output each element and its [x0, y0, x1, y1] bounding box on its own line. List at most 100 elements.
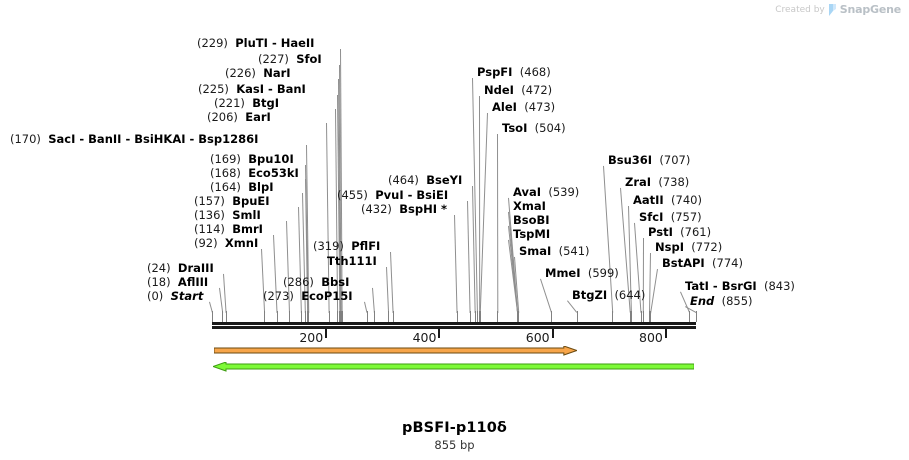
site-position: (644): [614, 288, 646, 302]
enzyme-name: HaeII: [280, 36, 315, 50]
restriction-site-label[interactable]: Tth111I: [327, 255, 377, 267]
cut-site-tick: [612, 311, 613, 322]
cut-site-tick: [551, 311, 552, 322]
restriction-site-label[interactable]: End (855): [690, 295, 753, 307]
restriction-site-label[interactable]: MmeI (599): [545, 267, 619, 279]
site-position: (164): [210, 180, 241, 194]
site-position: (273): [263, 289, 294, 303]
restriction-site-label[interactable]: BtgZI (644): [572, 289, 645, 301]
restriction-site-label[interactable]: XmaI: [513, 200, 546, 212]
enzyme-name: XmnI: [224, 236, 259, 250]
cut-site-tick: [342, 311, 343, 322]
restriction-site-label[interactable]: (24) DraIII: [147, 262, 214, 274]
restriction-site-label[interactable]: BsoBI: [513, 214, 550, 226]
orange-feature-arrow[interactable]: [213, 341, 579, 356]
site-position: (114): [194, 222, 225, 236]
restriction-site-label[interactable]: (226) NarI: [225, 67, 291, 79]
site-position: (740): [671, 193, 702, 207]
restriction-site-label[interactable]: AatII (740): [633, 194, 702, 206]
restriction-site-label[interactable]: AvaI (539): [513, 186, 579, 198]
site-position: (855): [721, 294, 753, 308]
restriction-site-label[interactable]: (464) BseYI: [388, 174, 462, 186]
enzyme-name: AvaI: [513, 185, 542, 199]
restriction-site-label[interactable]: (169) Bpu10I: [210, 153, 294, 165]
site-position: (319): [313, 239, 344, 253]
site-position: (136): [194, 208, 225, 222]
cut-site-tick: [470, 311, 471, 322]
restriction-site-label[interactable]: (319) PflFI: [313, 240, 380, 252]
enzyme-name: AflIII: [177, 275, 209, 289]
restriction-site-label[interactable]: (136) SmlI: [194, 209, 261, 221]
enzyme-name: BanI: [276, 82, 306, 96]
restriction-site-label[interactable]: (164) BlpI: [210, 181, 273, 193]
enzyme-name: PstI: [648, 225, 673, 239]
restriction-site-label[interactable]: (225) KasI - BanI: [198, 83, 306, 95]
label-leader-line: [340, 48, 343, 313]
name-separator: -: [708, 279, 722, 293]
restriction-site-label[interactable]: PstI (761): [648, 226, 711, 238]
restriction-site-label[interactable]: TspMI: [513, 228, 550, 240]
cut-site-tick: [650, 311, 651, 322]
cut-site-tick: [307, 311, 308, 322]
restriction-site-label[interactable]: BstAPI (774): [662, 257, 743, 269]
restriction-site-label[interactable]: PspFI (468): [477, 66, 551, 78]
cut-site-tick: [518, 311, 519, 322]
site-position: (541): [558, 244, 590, 258]
restriction-site-label[interactable]: (286) BbsI: [283, 276, 349, 288]
site-position: (455): [337, 188, 368, 202]
restriction-site-label[interactable]: Bsu36I (707): [608, 154, 690, 166]
restriction-site-label[interactable]: (273) EcoP15I: [263, 290, 353, 302]
axis-tick-label: 200: [299, 330, 324, 345]
restriction-site-label[interactable]: NspI (772): [655, 241, 722, 253]
enzyme-name: BtgZI: [572, 288, 608, 302]
restriction-site-label[interactable]: (0) Start: [147, 290, 203, 302]
name-separator: -: [121, 132, 135, 146]
axis-tick-label: 400: [412, 330, 437, 345]
enzyme-name: End: [690, 294, 715, 308]
restriction-site-label[interactable]: (18) AflIII: [147, 276, 208, 288]
restriction-site-label[interactable]: (229) PluTI - HaeII: [197, 37, 314, 49]
restriction-site-label[interactable]: NdeI (472): [484, 84, 552, 96]
restriction-site-label[interactable]: (114) BmrI: [194, 223, 263, 235]
restriction-site-label[interactable]: (455) PvuI - BsiEI: [337, 189, 448, 201]
restriction-site-label[interactable]: (227) SfoI: [258, 53, 322, 65]
enzyme-name: TspMI: [513, 227, 551, 241]
enzyme-name: NspI: [655, 240, 684, 254]
enzyme-name: BseYI: [426, 173, 463, 187]
restriction-site-label[interactable]: (206) EarI: [207, 111, 271, 123]
cut-site-tick: [393, 311, 394, 322]
enzyme-name: Eco53kI: [248, 166, 299, 180]
enzyme-name: EarI: [245, 110, 271, 124]
enzyme-name: EcoP15I: [301, 289, 353, 303]
site-position: (206): [207, 110, 238, 124]
label-leader-line: [479, 113, 488, 314]
restriction-site-label[interactable]: (92) XmnI: [194, 237, 258, 249]
enzyme-name: Bsp1286I: [198, 132, 259, 146]
green-feature-arrow[interactable]: [211, 357, 695, 372]
cut-site-tick: [340, 311, 341, 322]
cut-site-tick: [339, 311, 340, 322]
restriction-site-label[interactable]: TsoI (504): [502, 122, 566, 134]
restriction-site-label[interactable]: ZraI (738): [625, 176, 689, 188]
restriction-site-label[interactable]: AleI (473): [492, 101, 555, 113]
cut-site-tick: [497, 311, 498, 322]
site-position: (157): [194, 194, 225, 208]
restriction-site-label[interactable]: (157) BpuEI: [194, 195, 270, 207]
enzyme-name: BsiEI: [416, 188, 449, 202]
restriction-site-label[interactable]: TatI - BsrGI (843): [685, 280, 795, 292]
site-position: (227): [258, 52, 289, 66]
restriction-site-label[interactable]: (221) BtgI: [214, 97, 279, 109]
site-position: (168): [210, 166, 241, 180]
enzyme-name: PvuI: [375, 188, 404, 202]
restriction-site-label[interactable]: (432) BspHI *: [361, 203, 447, 215]
restriction-site-label[interactable]: SmaI (541): [519, 245, 590, 257]
snapgene-watermark: Created by SnapGene: [775, 3, 901, 16]
site-position: (229): [197, 36, 228, 50]
restriction-site-label[interactable]: SfcI (757): [639, 211, 702, 223]
restriction-site-label[interactable]: (168) Eco53kI: [210, 167, 299, 179]
name-separator: -: [264, 82, 277, 96]
label-leader-line: [223, 273, 227, 313]
restriction-site-label[interactable]: (170) SacI - BanII - BsiHKAI - Bsp1286I: [10, 133, 258, 145]
label-leader-line: [497, 133, 499, 313]
cut-site-tick: [226, 311, 227, 322]
